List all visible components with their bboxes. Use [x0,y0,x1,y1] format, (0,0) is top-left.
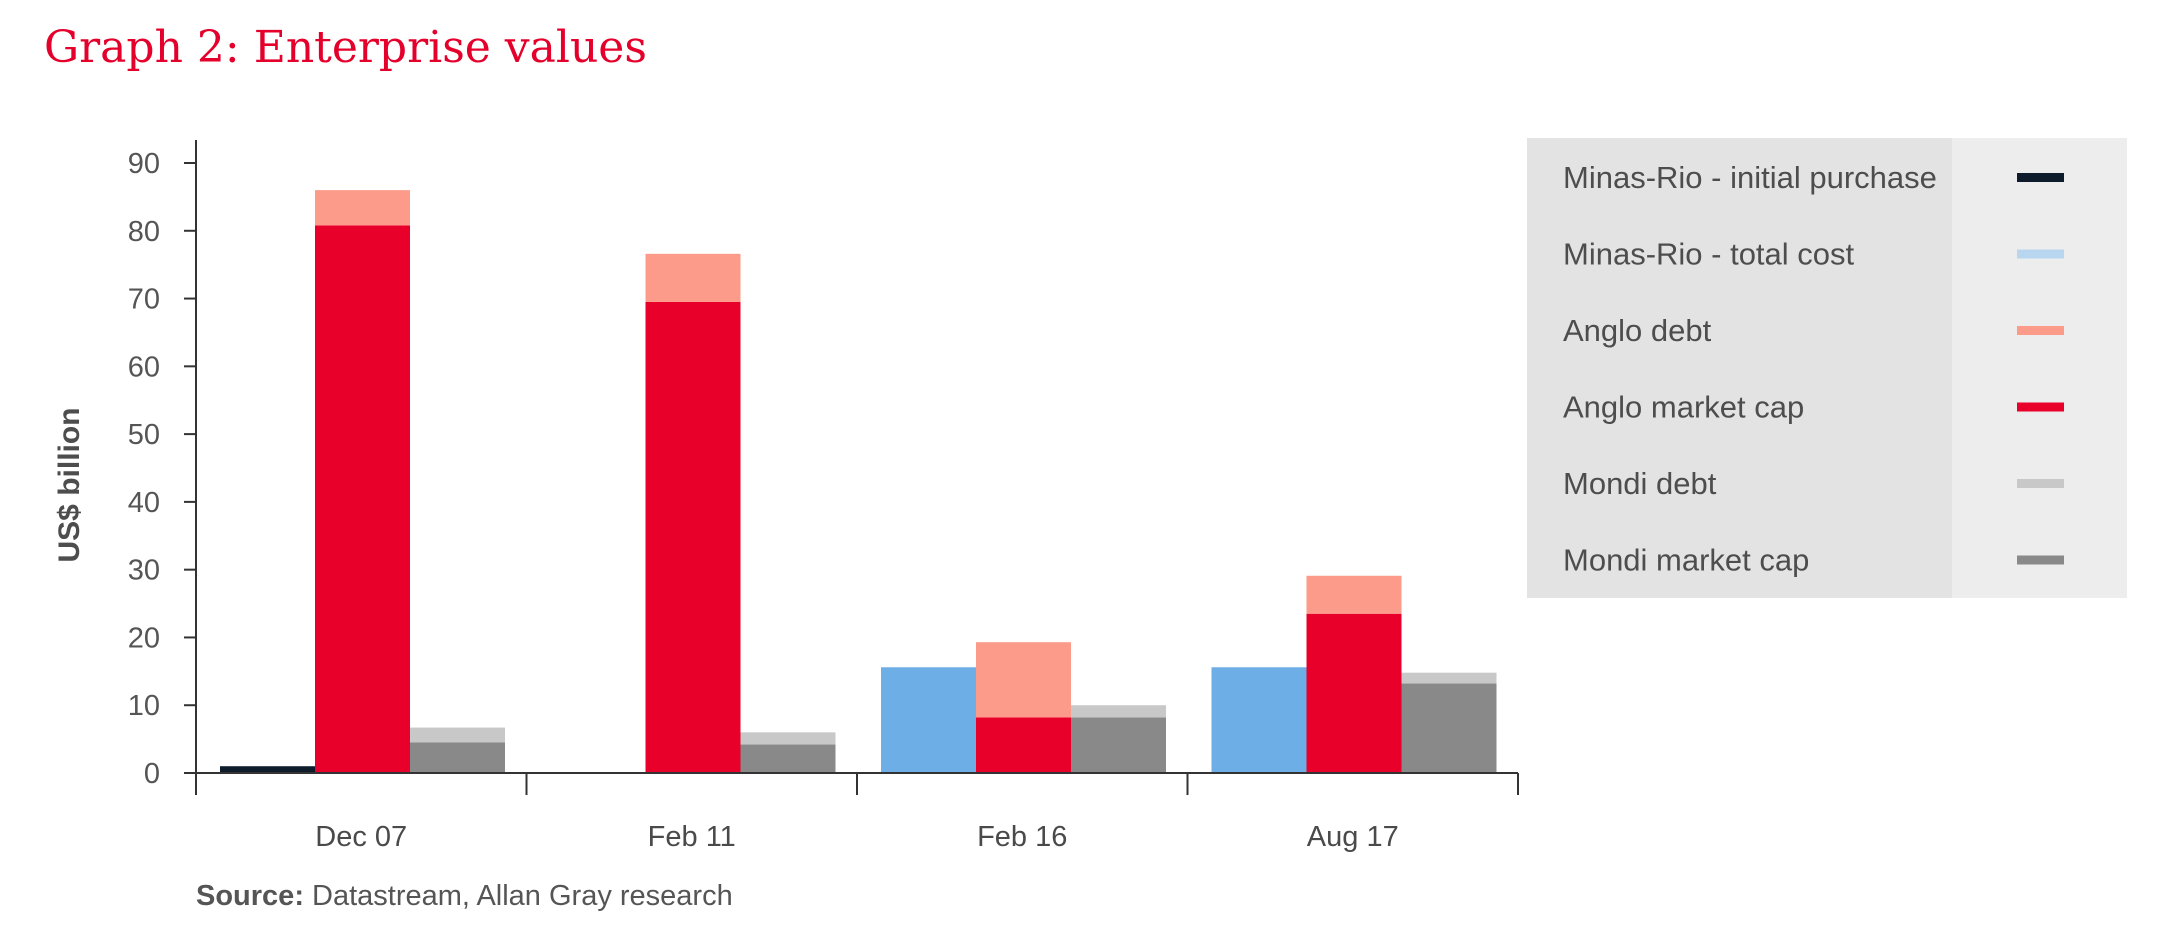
bar-minas-rio-total-cost-aug-17 [1211,667,1307,773]
chart-title: Graph 2: Enterprise values [44,22,647,73]
bar-anglo-debt-dec-07 [315,190,410,226]
bar-anglo-debt-aug-17 [1306,575,1402,614]
x-tick-label: Feb 11 [648,821,736,853]
legend-swatch-panel [1952,138,2127,598]
y-tick-label: 60 [128,351,160,383]
legend-label: Mondi market cap [1563,543,1809,578]
bar-mondi-debt-feb-11 [740,732,836,745]
y-axis-title: US$ billion [53,407,86,562]
legend-label-panel [1527,138,1952,598]
bar-anglo-market-cap-feb-16 [976,717,1071,773]
bar-anglo-market-cap-aug-17 [1306,613,1402,773]
legend-label: Minas-Rio - initial purchase [1563,160,1937,195]
legend-swatch [2017,326,2064,335]
legend-label: Mondi debt [1563,466,1717,501]
legend-swatch [2017,402,2064,412]
bar-mondi-debt-dec-07 [410,727,505,743]
bar-mondi-market-cap-dec-07 [410,742,505,773]
legend-swatch [2017,249,2064,259]
legend-swatch [2017,479,2064,488]
bar-minas-rio-initial-purchase-dec-07 [220,766,315,773]
x-tick-label: Aug 17 [1307,821,1399,853]
y-tick-label: 90 [128,148,160,180]
source-label: Source: [196,880,304,912]
bar-anglo-market-cap-feb-11 [645,301,741,773]
axes-layer: 0 10 20 30 40 50 60 70 80 90 US$ billion Dec 07 Feb … [53,140,1519,853]
bar-mondi-market-cap-aug-17 [1401,683,1497,773]
legend-swatch [2017,173,2064,182]
bars-layer [220,190,1497,773]
bar-anglo-debt-feb-16 [976,642,1071,718]
y-tick-label: 70 [128,284,160,316]
legend-label: Anglo debt [1563,313,1712,348]
y-tick-label: 0 [144,758,160,790]
legend-label: Minas-Rio - total cost [1563,237,1855,272]
x-tick-label: Feb 16 [977,821,1067,853]
legend-label: Anglo market cap [1563,390,1804,425]
bar-mondi-debt-feb-16 [1071,705,1166,718]
bar-mondi-market-cap-feb-16 [1071,717,1166,773]
y-tick-label: 10 [128,690,160,722]
y-tick-label: 80 [128,216,160,248]
y-tick-label: 20 [128,622,160,654]
source-note: Source: Datastream, Allan Gray research [196,880,733,913]
bar-minas-rio-total-cost-feb-16 [881,667,976,773]
y-tick-label: 30 [128,555,160,587]
y-tick-label: 40 [128,487,160,519]
bar-anglo-debt-feb-11 [645,253,741,302]
bar-anglo-market-cap-dec-07 [315,225,410,773]
y-tick-label: 50 [128,419,160,451]
bar-mondi-market-cap-feb-11 [740,744,836,773]
bar-mondi-debt-aug-17 [1401,672,1497,684]
source-text: Datastream, Allan Gray research [312,880,733,912]
legend-swatch [2017,555,2064,565]
legend-layer: Minas-Rio - initial purchase Minas-Rio - … [1527,138,2127,598]
x-tick-label: Dec 07 [315,821,407,853]
